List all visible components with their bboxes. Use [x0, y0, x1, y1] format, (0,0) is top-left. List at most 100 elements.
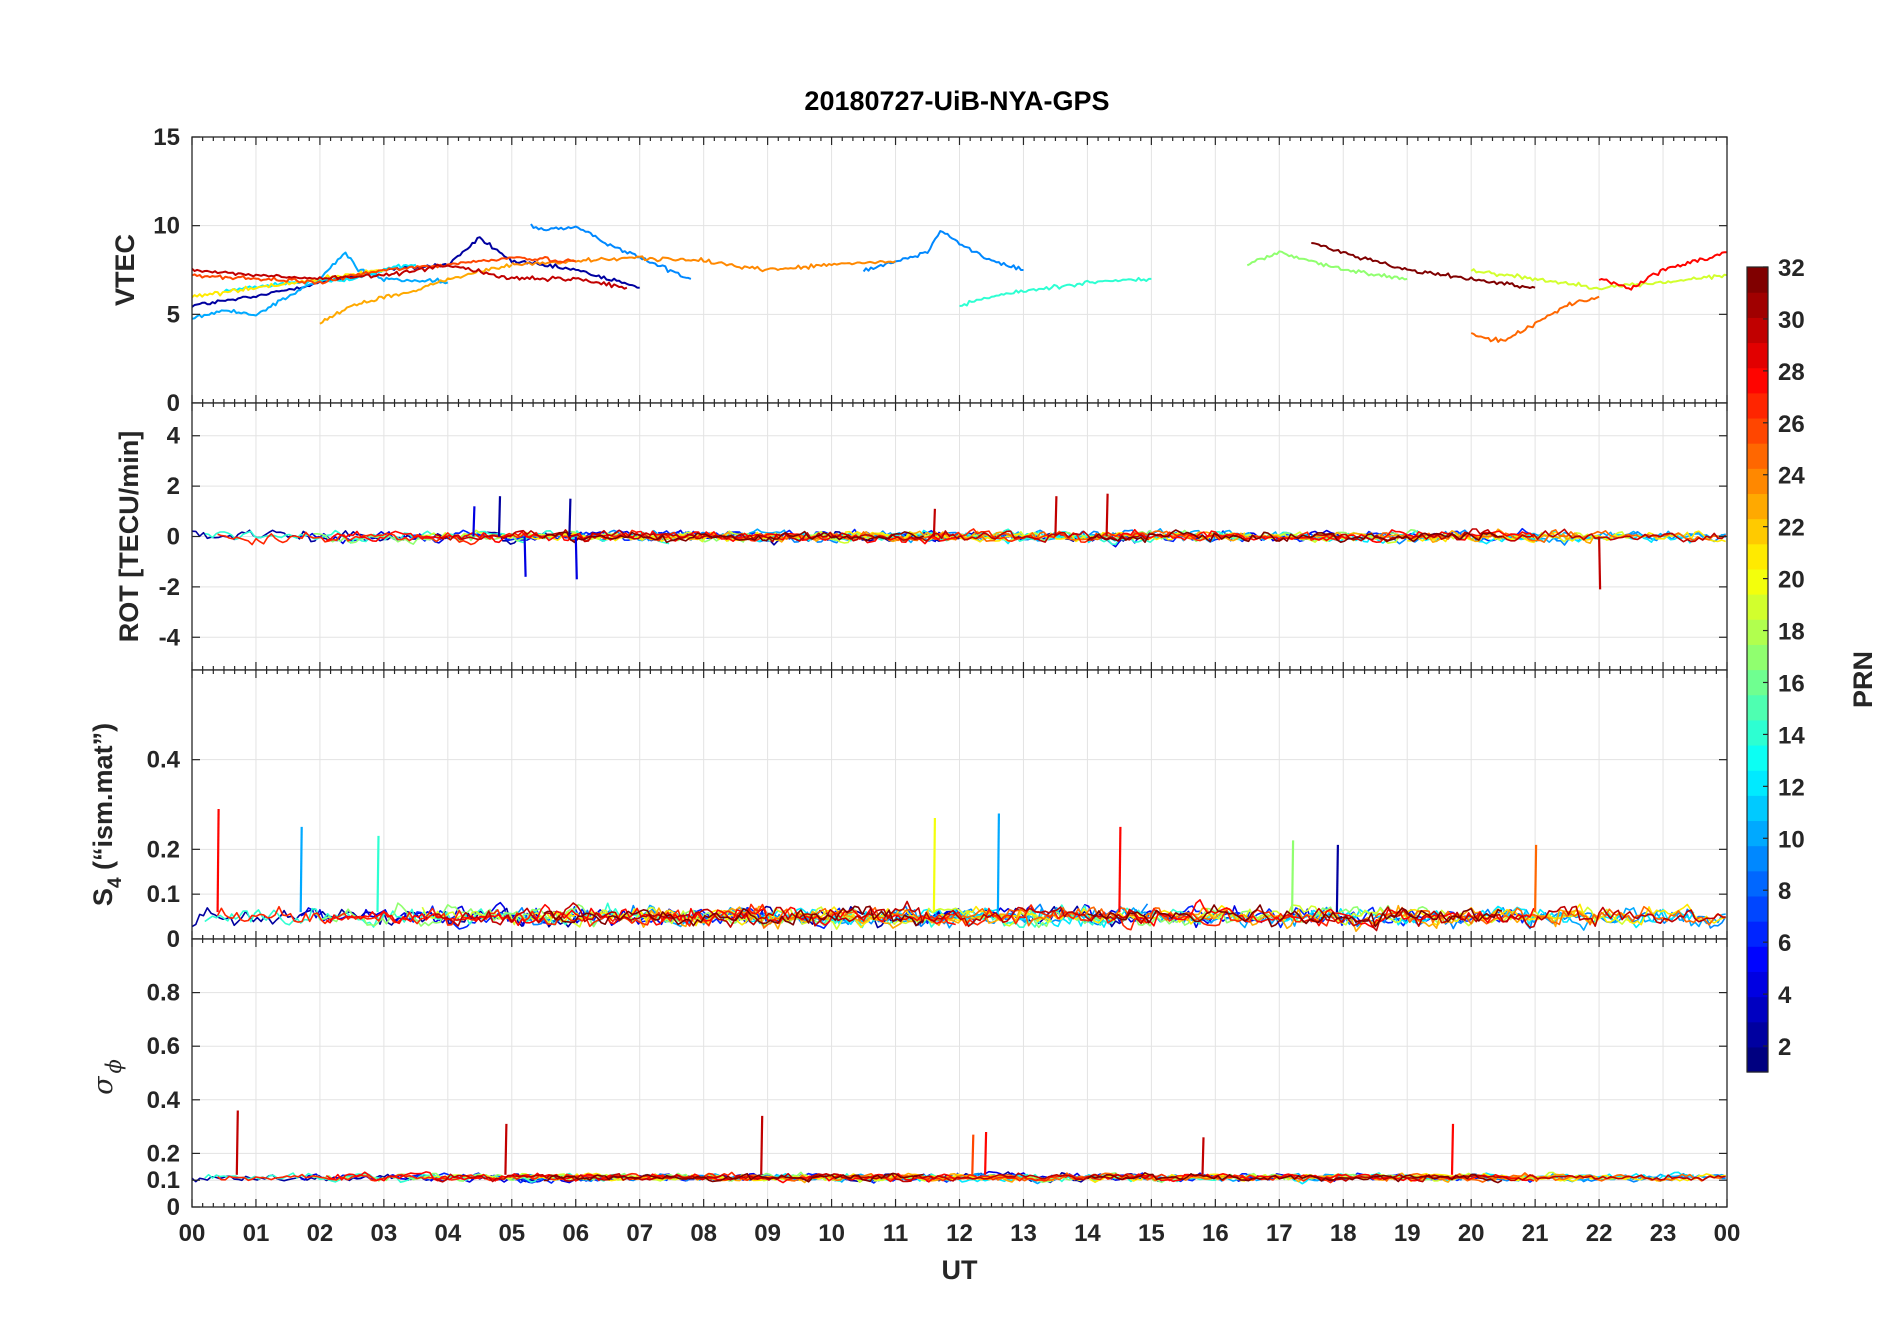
colorbar-tick-label: 30	[1778, 307, 1805, 334]
spike-s4-5	[1118, 826, 1122, 913]
spike-sigma_phi-1	[504, 1123, 508, 1175]
spike-rot-5	[932, 508, 936, 537]
colorbar-swatch-prn-29	[1747, 342, 1768, 369]
x-tick-label: 02	[307, 1220, 334, 1247]
colorbar-swatch-prn-15	[1747, 694, 1768, 721]
y-tick-label: 0.2	[147, 1140, 180, 1167]
series-prn-28	[1598, 251, 1727, 291]
y-tick-label: 0.6	[147, 1033, 180, 1060]
spike-sigma_phi-3	[971, 1134, 975, 1175]
series-prn-32-segment-1	[1086, 529, 1503, 544]
spike-rot-1	[497, 496, 502, 537]
series-prn-12-segment-0	[734, 907, 1117, 928]
colorbar-swatch-prn-22	[1747, 518, 1768, 545]
colorbar-swatch-prn-13	[1747, 744, 1768, 771]
series-group	[192, 1110, 1727, 1185]
series-prn-25	[1470, 295, 1600, 343]
series-prn-27-segment-0	[216, 903, 768, 928]
series-prn-26	[192, 256, 576, 285]
colorbar-swatch-prn-27	[1747, 392, 1768, 419]
x-tick-label: 10	[818, 1220, 845, 1247]
spike-rot-8	[1598, 536, 1602, 590]
colorbar-tick-label: 10	[1778, 826, 1805, 853]
y-tick-label: 0.4	[147, 747, 181, 774]
colorbar-swatch-prn-25	[1747, 443, 1768, 469]
series-prn-9	[862, 230, 1024, 273]
y-tick-label: 0	[167, 390, 180, 417]
colorbar-tick-label: 6	[1778, 930, 1791, 957]
x-tick-label: 13	[1010, 1220, 1037, 1247]
colorbar-swatch-prn-26	[1747, 417, 1768, 444]
series-prn-9	[530, 223, 692, 280]
colorbar-swatch-prn-24	[1747, 468, 1768, 495]
colorbar-swatch-prn-32	[1747, 267, 1768, 293]
colorbar-swatch-prn-3	[1747, 996, 1768, 1023]
colorbar-swatch-prn-21	[1747, 543, 1768, 570]
x-tick-label: 17	[1266, 1220, 1293, 1247]
colorbar-swatch-prn-10	[1747, 820, 1768, 847]
y-tick-label: 0.4	[147, 1087, 181, 1114]
colorbar-tick-label: 18	[1778, 619, 1805, 646]
x-tick-label: 08	[690, 1220, 717, 1247]
colorbar-tick-label: 32	[1778, 255, 1805, 282]
colorbar-swatch-prn-20	[1747, 568, 1768, 595]
x-axis-label: UT	[942, 1255, 978, 1285]
y-tick-label: 4	[167, 423, 181, 450]
colorbar-tick-label: 28	[1778, 359, 1805, 386]
colorbar-tick-label: 4	[1778, 982, 1792, 1009]
series-prn-32-segment-0	[543, 530, 924, 544]
series-prn-25-segment-0	[748, 530, 1214, 543]
spike-rot-6	[1054, 496, 1058, 537]
x-tick-label: 07	[626, 1220, 653, 1247]
colorbar-swatch-prn-28	[1747, 367, 1768, 394]
x-tick-label: 19	[1394, 1220, 1421, 1247]
colorbar-swatch-prn-14	[1747, 719, 1768, 746]
colorbar-swatch-prn-5	[1747, 946, 1768, 972]
spike-sigma_phi-2	[760, 1115, 764, 1175]
spike-sigma_phi-4	[984, 1131, 988, 1175]
spike-rot-7	[1105, 493, 1109, 537]
spike-rot-0	[472, 506, 476, 537]
grid	[192, 939, 1727, 1207]
colorbar-swatch-prn-19	[1747, 594, 1768, 620]
colorbar-tick-label: 14	[1778, 722, 1805, 749]
colorbar-tick-label: 8	[1778, 878, 1791, 905]
spike-s4-2	[376, 835, 380, 913]
series-prn-30-segment-1	[1310, 528, 1727, 543]
x-tick-label: 11	[883, 1220, 908, 1247]
x-ticks	[191, 137, 1728, 403]
colorbar-swatch-prn-17	[1747, 644, 1768, 671]
colorbar-swatch-prn-2	[1747, 1021, 1768, 1048]
series-prn-32-segment-1	[1087, 904, 1503, 928]
chart-title: 20180727-UiB-NYA-GPS	[804, 86, 1109, 116]
y-tick-label: 0	[167, 1194, 180, 1221]
spike-sigma_phi-6	[1450, 1123, 1455, 1175]
y-tick-label: 0.1	[147, 881, 180, 908]
x-tick-label: 15	[1138, 1220, 1165, 1247]
colorbar-label: PRN	[1848, 651, 1878, 708]
x-tick-label: 21	[1522, 1220, 1549, 1247]
series-prn-32	[1311, 242, 1536, 289]
spike-s4-1	[299, 826, 303, 913]
colorbar-swatch-prn-30	[1747, 317, 1768, 344]
colorbar-swatch-prn-8	[1747, 870, 1768, 897]
colorbar-swatch-prn-23	[1747, 493, 1768, 520]
series-prn-32-segment-0	[543, 1172, 924, 1183]
y-tick-label: -2	[159, 574, 180, 601]
x-tick-label: 20	[1458, 1220, 1485, 1247]
x-tick-label: 01	[243, 1220, 270, 1247]
spike-s4-3	[932, 817, 936, 913]
x-axis: 00 01 02 03 04 05 06 07 08 09 10 11 12 13 14 15 16 17 18 19…	[179, 1220, 1741, 1285]
panel-sigma_phi: 00.10.2 0.4 0.6 0.8 σϕ	[88, 938, 1728, 1221]
y-tick-label: 0.2	[147, 836, 180, 863]
y-tick-label: 15	[153, 124, 180, 151]
colorbar-tick-label: 16	[1778, 670, 1805, 697]
colorbar-swatch-prn-11	[1747, 795, 1768, 822]
colorbar-tick-label: 12	[1778, 774, 1805, 801]
x-ticks	[191, 403, 1728, 670]
series-prn-30-segment-0	[434, 529, 1149, 543]
spike-sigma_phi-5	[1201, 1137, 1205, 1175]
spike-rot-4	[574, 536, 578, 580]
